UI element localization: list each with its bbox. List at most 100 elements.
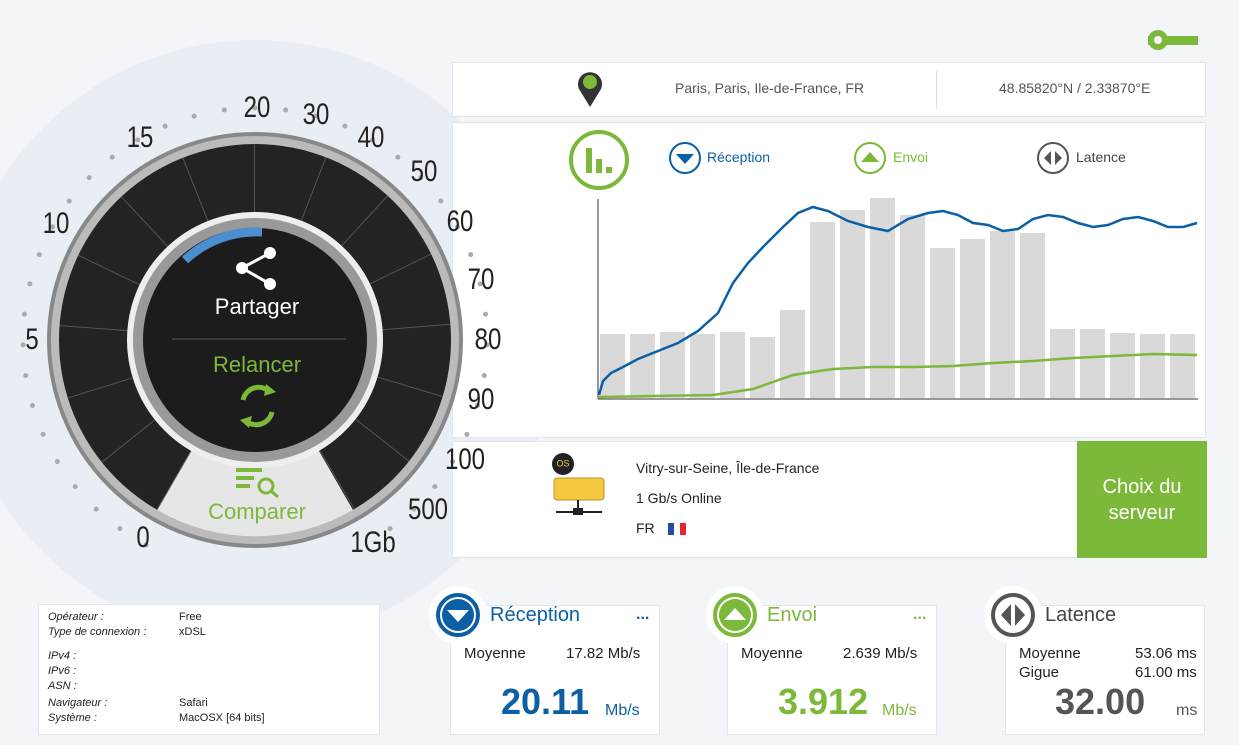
history-bar — [900, 215, 925, 398]
gauge-dot — [387, 526, 393, 532]
gauge-dot — [109, 154, 115, 160]
result-card — [727, 605, 937, 735]
info-value: Free — [179, 611, 202, 623]
progress-arc — [181, 227, 263, 264]
gauge-dot — [93, 506, 99, 512]
gauge-spoke — [67, 375, 141, 399]
icon-glyph — [724, 608, 746, 620]
inner-face — [143, 228, 367, 452]
card-title: Latence — [1045, 604, 1117, 626]
server-panel: OS Vitry-sur-Seine, Île-de-France 1 Gb/s… — [452, 441, 1078, 558]
gauge-dot — [342, 123, 348, 129]
gauge-scale-label: 500 — [407, 493, 449, 526]
compare-icon[interactable] — [236, 468, 279, 499]
gauge-spoke — [156, 443, 196, 510]
legend-icon-latence[interactable] — [1037, 142, 1069, 174]
legend-envoi[interactable]: Envoi — [893, 149, 929, 165]
info-label: ASN : — [48, 680, 77, 692]
history-bar — [1110, 333, 1135, 398]
server-button-label[interactable]: Choix du serveur — [1102, 475, 1182, 524]
gauge-dot — [468, 252, 474, 258]
history-bar — [690, 334, 715, 398]
history-bar — [840, 210, 865, 398]
gauge-spoke — [101, 414, 162, 463]
stat-value: 2.639 Mb/s — [843, 645, 918, 662]
share-label[interactable]: Partager — [214, 294, 300, 319]
card-more[interactable]: ... — [913, 606, 927, 623]
settings-icon[interactable] — [1148, 36, 1198, 45]
gauge-dot — [432, 484, 438, 490]
gauge-dot — [20, 342, 26, 348]
card-more[interactable]: ... — [636, 606, 650, 623]
history-bar — [720, 332, 745, 398]
history-bar — [930, 248, 955, 398]
stat-label: Moyenne — [464, 645, 526, 662]
info-label: IPv6 : — [48, 665, 77, 677]
info-value: xDSL — [179, 626, 206, 638]
settings-icon-hole — [1154, 36, 1162, 44]
flag-icon — [668, 523, 686, 535]
reception-line — [597, 205, 1198, 396]
card-value: 32.00 — [1055, 681, 1146, 722]
history-bar — [1020, 233, 1045, 398]
gauge-dot — [418, 175, 424, 181]
divider — [936, 71, 937, 109]
history-bar — [780, 310, 805, 398]
gauge-dot — [49, 224, 55, 230]
server-button[interactable]: Choix du serveur — [1077, 441, 1207, 558]
gauge-dot — [66, 198, 72, 204]
gauge-dot — [484, 342, 490, 348]
gauge-scale-label: 40 — [357, 121, 385, 154]
gauge-dot — [438, 198, 444, 204]
stat-value: 61.00 ms — [1135, 664, 1197, 681]
history-bar — [1140, 334, 1165, 398]
card-title: Réception — [490, 604, 581, 626]
gauge-scale-label: 100 — [444, 443, 486, 476]
gauge-dot — [135, 137, 141, 143]
gauge-scale-label: 70 — [467, 263, 495, 296]
gauge-scale-label: 60 — [446, 205, 474, 238]
gauge-dot — [27, 281, 33, 287]
share-icon[interactable] — [236, 247, 276, 290]
card-title: Envoi — [767, 604, 818, 626]
gauge-spoke — [335, 195, 389, 253]
history-bar — [960, 239, 985, 398]
history-bar — [600, 334, 625, 398]
gauge-dot — [117, 526, 123, 532]
gauge-dot — [23, 372, 29, 378]
card-icon — [706, 586, 764, 644]
gauge-spoke — [315, 443, 355, 510]
info-label: IPv4 : — [48, 650, 77, 662]
gauge-dot — [455, 224, 461, 230]
gauge — [20, 105, 490, 548]
icon-glyph — [447, 610, 469, 622]
card-unit: ms — [1176, 702, 1198, 719]
gauge-spoke — [369, 374, 443, 398]
card-unit: Mb/s — [605, 702, 640, 719]
info-value: Safari — [179, 697, 208, 709]
gauge-dot — [86, 175, 92, 181]
gauge-scale-label: 30 — [302, 98, 330, 131]
gauge-spoke — [59, 325, 136, 332]
svg-text:OS: OS — [556, 458, 569, 468]
legend-latence[interactable]: Latence — [1076, 149, 1126, 165]
chart — [569, 130, 1198, 400]
history-bar — [1170, 334, 1195, 398]
chart-panel: Réception Envoi Latence — [452, 122, 1206, 438]
gauge-dot — [191, 113, 197, 119]
gauge-dot — [221, 107, 227, 113]
icon-ring — [991, 593, 1035, 637]
info-label: Navigateur : — [48, 697, 108, 709]
gauge-dot — [411, 506, 417, 512]
restart-label[interactable]: Relancer — [212, 352, 302, 377]
gauge-scale-label: 10 — [42, 207, 70, 240]
info-box: Opérateur : Free Type de connexion : xDSL IP… — [38, 604, 380, 735]
server-country: FR — [636, 520, 655, 536]
legend-reception[interactable]: Réception — [707, 149, 771, 165]
history-bar — [660, 332, 685, 398]
info-label: Type de connexion : — [48, 626, 147, 638]
compare-label[interactable]: Comparer — [208, 499, 306, 524]
gauge-spoke — [120, 196, 174, 253]
stat-label: Gigue — [1019, 664, 1060, 681]
gauge-dot — [450, 459, 456, 465]
